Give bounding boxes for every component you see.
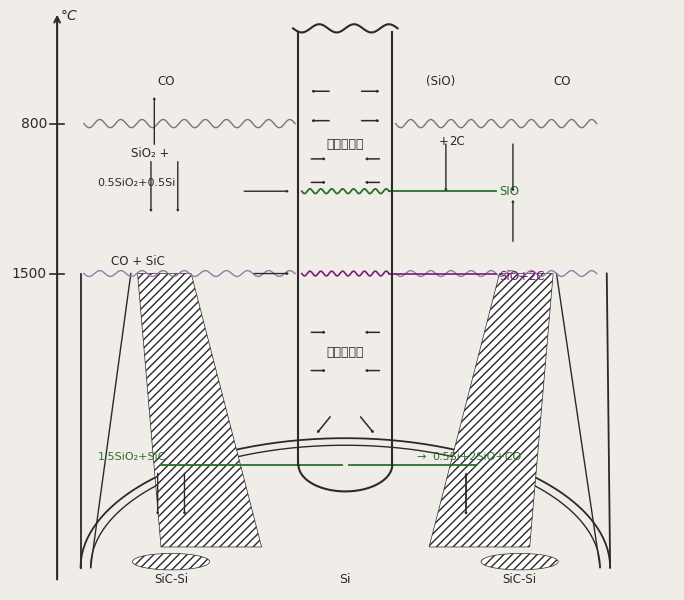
Text: 0.5Si+2SiO+CO: 0.5Si+2SiO+CO bbox=[432, 452, 522, 462]
Text: 2C: 2C bbox=[449, 136, 465, 148]
Text: 1.5SiO₂+SiC: 1.5SiO₂+SiC bbox=[97, 452, 166, 462]
Text: +: + bbox=[439, 136, 449, 148]
Text: Si: Si bbox=[339, 573, 351, 586]
Text: 1500: 1500 bbox=[12, 266, 47, 281]
Text: SiC-Si: SiC-Si bbox=[154, 573, 188, 586]
Text: →: → bbox=[417, 452, 425, 462]
Text: 0.5SiO₂+0.5Si: 0.5SiO₂+0.5Si bbox=[97, 178, 176, 188]
Text: SiO+2C: SiO+2C bbox=[499, 270, 545, 283]
Text: SiO₂ +: SiO₂ + bbox=[131, 147, 169, 160]
Text: °C: °C bbox=[60, 9, 77, 23]
Text: CO + SiC: CO + SiC bbox=[111, 254, 165, 268]
Text: CO: CO bbox=[553, 76, 570, 88]
Text: 内部ゾーン: 内部ゾーン bbox=[326, 346, 364, 359]
Text: 上部ゾーン: 上部ゾーン bbox=[326, 137, 364, 151]
Text: 800: 800 bbox=[21, 116, 47, 131]
Polygon shape bbox=[429, 274, 553, 547]
Text: SiC-Si: SiC-Si bbox=[503, 573, 537, 586]
Ellipse shape bbox=[133, 553, 209, 570]
Text: SIO: SIO bbox=[499, 185, 520, 198]
Ellipse shape bbox=[481, 553, 558, 570]
Text: CO: CO bbox=[157, 76, 175, 88]
Text: (SiO): (SiO) bbox=[425, 76, 455, 88]
Polygon shape bbox=[137, 274, 261, 547]
